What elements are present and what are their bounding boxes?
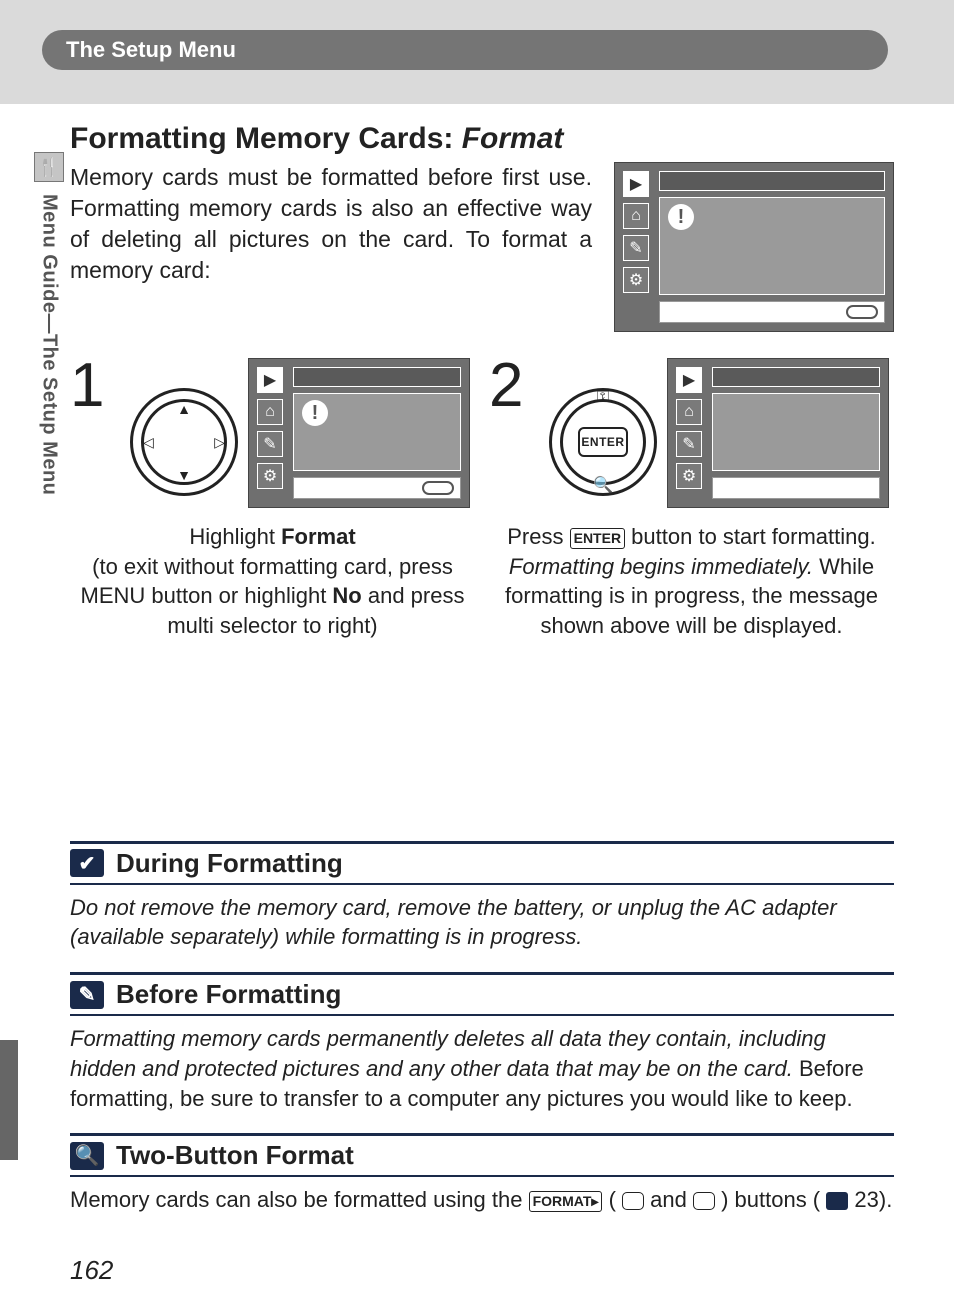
lcd-body [712, 393, 880, 471]
notice-title: During Formatting [116, 848, 343, 879]
text: and [650, 1187, 693, 1212]
lcd-header [712, 367, 880, 387]
dpad-down-icon: ▼ [177, 467, 191, 483]
caution-icon: ! [668, 204, 694, 230]
button-icon-1 [622, 1192, 644, 1210]
notice-body: Memory cards can also be formatted using… [70, 1185, 894, 1215]
notice-title: Before Formatting [116, 979, 341, 1010]
page-number: 162 [70, 1255, 113, 1286]
lcd-tab-pencil-icon: ✎ [623, 235, 649, 261]
lcd-footer [712, 477, 880, 499]
text-italic: Formatting begins immediately. [509, 554, 813, 579]
text: 23). [854, 1187, 892, 1212]
dpad-left-icon: ◁ [143, 434, 154, 451]
notice-two-button: 🔍 Two-Button Format Memory cards can als… [70, 1133, 894, 1215]
multi-selector-enter: ⚿ ENTER 🔍 [549, 388, 657, 496]
notice-before: ✎ Before Formatting Formatting memory ca… [70, 972, 894, 1113]
lcd-footer [293, 477, 461, 499]
text: ) buttons ( [721, 1187, 820, 1212]
title-italic: Format [462, 122, 564, 155]
lcd-tab-play-icon: ▶ [257, 367, 283, 393]
text: button to start formatting. [625, 524, 876, 549]
notice-body-text: Do not remove the memory card, remove th… [70, 895, 837, 950]
check-icon: ✔ [70, 849, 104, 877]
lcd-tab-shoot-icon: ⌂ [257, 399, 283, 425]
step-2-number: 2 [489, 358, 533, 414]
key-icon: ⚿ [597, 389, 609, 407]
caution-icon: ! [302, 400, 328, 426]
format-badge: FORMAT▸ [529, 1191, 603, 1212]
text: ( [609, 1187, 622, 1212]
lcd-preview-step1: ▶ ⌂ ✎ ⚙ ! [248, 358, 470, 508]
enter-button-label: ENTER [578, 427, 628, 457]
step-1-caption: Highlight Format (to exit without format… [70, 522, 475, 641]
lcd-tab-setup-icon: ⚙ [257, 463, 283, 489]
title-plain: Formatting Memory Cards: [70, 122, 462, 155]
text: Highlight [189, 524, 281, 549]
text-bold: Format [281, 524, 356, 549]
step-1: 1 ▲ ▼ ◁ ▷ ▶ ⌂ ✎ ⚙ [70, 358, 475, 641]
lcd-footer [659, 301, 885, 323]
lcd-tab-play-icon: ▶ [676, 367, 702, 393]
step-2: 2 ⚿ ENTER 🔍 ▶ ⌂ ✎ ⚙ [489, 358, 894, 641]
notice-during: ✔ During Formatting Do not remove the me… [70, 841, 894, 952]
section-pill: The Setup Menu [42, 30, 888, 70]
enter-badge: ENTER [570, 528, 625, 549]
ok-pill-icon [846, 305, 878, 319]
step-2-caption: Press ENTER button to start formatting. … [489, 522, 894, 641]
lcd-tab-shoot-icon: ⌂ [676, 399, 702, 425]
dpad-up-icon: ▲ [177, 401, 191, 417]
text: Memory cards can also be formatted using… [70, 1187, 529, 1212]
step-1-number: 1 [70, 358, 114, 414]
lcd-tab-shoot-icon: ⌂ [623, 203, 649, 229]
text-bold: No [332, 583, 361, 608]
button-icon-2 [693, 1192, 715, 1210]
lcd-header [659, 171, 885, 191]
lcd-body: ! [659, 197, 885, 295]
pencil-icon: ✎ [70, 981, 104, 1009]
lcd-header [293, 367, 461, 387]
page-title: Formatting Memory Cards: Format [70, 122, 894, 156]
lcd-preview-step2: ▶ ⌂ ✎ ⚙ [667, 358, 889, 508]
ok-pill-icon [422, 481, 454, 495]
dpad-right-icon: ▷ [214, 434, 225, 451]
lcd-tab-pencil-icon: ✎ [257, 431, 283, 457]
notice-body-italic: Formatting memory cards permanently dele… [70, 1026, 826, 1081]
lcd-tab-play-icon: ▶ [623, 171, 649, 197]
multi-selector-dpad: ▲ ▼ ◁ ▷ [130, 388, 238, 496]
notice-title: Two-Button Format [116, 1140, 354, 1171]
magnifier-icon: 🔍 [70, 1142, 104, 1170]
text: Press [507, 524, 569, 549]
magnify-icon: 🔍 [593, 475, 613, 495]
intro-paragraph: Memory cards must be formatted before fi… [70, 162, 592, 286]
lcd-tab-setup-icon: ⚙ [623, 267, 649, 293]
header-band: The Setup Menu [0, 0, 954, 104]
page-ref-icon [826, 1192, 848, 1210]
lcd-tab-setup-icon: ⚙ [676, 463, 702, 489]
lcd-preview-main: ▶ ⌂ ✎ ⚙ ! [614, 162, 894, 332]
lcd-tab-pencil-icon: ✎ [676, 431, 702, 457]
lcd-body: ! [293, 393, 461, 471]
